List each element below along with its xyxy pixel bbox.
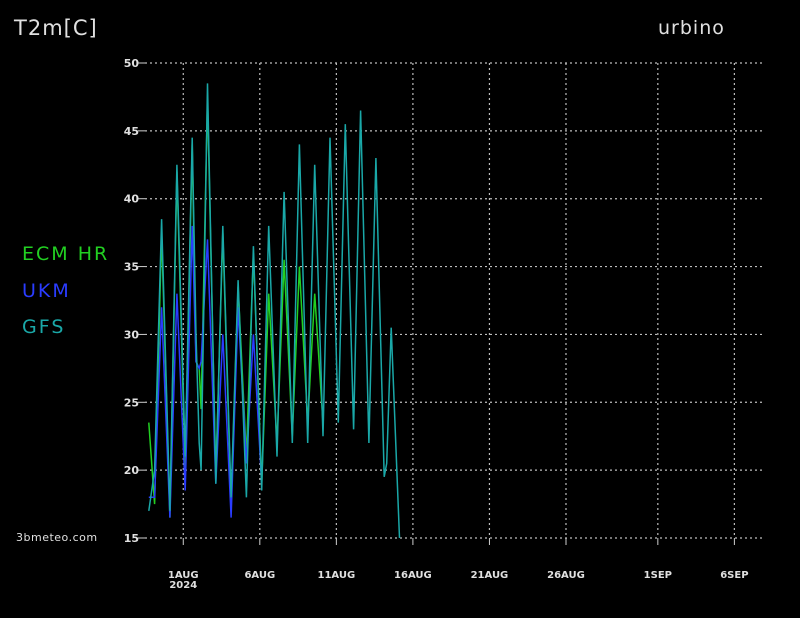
legend-ecm-hr: ECM HR — [22, 243, 110, 265]
variable-title: T2m[C] — [14, 16, 98, 40]
chart-grid — [145, 62, 765, 539]
x-tick-sublabel: 2024 — [169, 580, 197, 591]
x-tick-label: 21AUG — [471, 570, 509, 581]
x-tick-label: 1AUG — [168, 570, 199, 581]
series-line-ecm-hr — [148, 96, 324, 518]
x-tick-label: 11AUG — [318, 570, 356, 581]
legend-gfs: GFS — [22, 316, 66, 338]
y-tick-label: 50 — [124, 57, 140, 70]
y-tick-label: 35 — [124, 261, 139, 274]
chart-series-lines — [148, 83, 401, 539]
x-tick-label: 6AUG — [244, 570, 275, 581]
location-title: urbino — [658, 17, 725, 39]
legend-ukm: UKM — [22, 280, 71, 302]
x-tick-label: 16AUG — [394, 570, 432, 581]
x-tick-label: 1SEP — [644, 570, 672, 581]
x-tick-label: 26AUG — [547, 570, 585, 581]
y-tick-label: 15 — [124, 532, 139, 545]
y-tick-label: 45 — [124, 125, 139, 138]
y-tick-label: 30 — [124, 328, 140, 341]
y-tick-label: 20 — [124, 464, 140, 477]
credit-label: 3bmeteo.com — [16, 531, 98, 544]
y-tick-label: 25 — [124, 396, 139, 409]
y-tick-label: 40 — [124, 193, 140, 206]
x-tick-label: 6SEP — [720, 570, 748, 581]
series-line-gfs — [148, 83, 401, 539]
